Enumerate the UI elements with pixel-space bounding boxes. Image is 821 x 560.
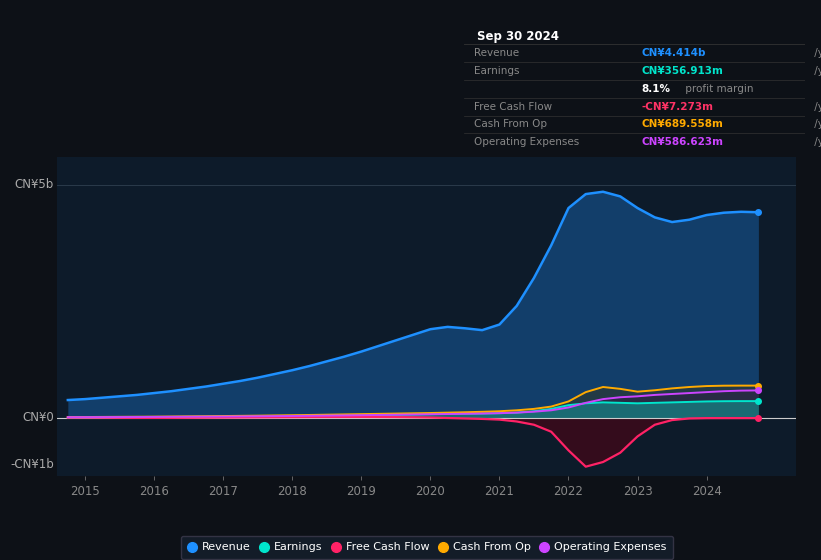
Text: /yr: /yr [811, 66, 821, 76]
Text: -CN¥1b: -CN¥1b [10, 458, 54, 471]
Text: CN¥4.414b: CN¥4.414b [641, 48, 705, 58]
Text: Sep 30 2024: Sep 30 2024 [478, 30, 559, 44]
Text: CN¥586.623m: CN¥586.623m [641, 137, 723, 147]
Text: -CN¥7.273m: -CN¥7.273m [641, 101, 713, 111]
Text: Earnings: Earnings [474, 66, 520, 76]
Text: CN¥356.913m: CN¥356.913m [641, 66, 723, 76]
Text: Cash From Op: Cash From Op [474, 119, 547, 129]
Text: /yr: /yr [811, 101, 821, 111]
Legend: Revenue, Earnings, Free Cash Flow, Cash From Op, Operating Expenses: Revenue, Earnings, Free Cash Flow, Cash … [181, 536, 673, 559]
Text: 8.1%: 8.1% [641, 84, 670, 94]
Text: CN¥689.558m: CN¥689.558m [641, 119, 723, 129]
Text: Operating Expenses: Operating Expenses [474, 137, 580, 147]
Text: CN¥5b: CN¥5b [15, 178, 54, 192]
Text: /yr: /yr [811, 119, 821, 129]
Text: Free Cash Flow: Free Cash Flow [474, 101, 553, 111]
Text: /yr: /yr [811, 48, 821, 58]
Text: Revenue: Revenue [474, 48, 519, 58]
Text: CN¥0: CN¥0 [22, 411, 54, 424]
Text: /yr: /yr [811, 137, 821, 147]
Text: profit margin: profit margin [682, 84, 754, 94]
